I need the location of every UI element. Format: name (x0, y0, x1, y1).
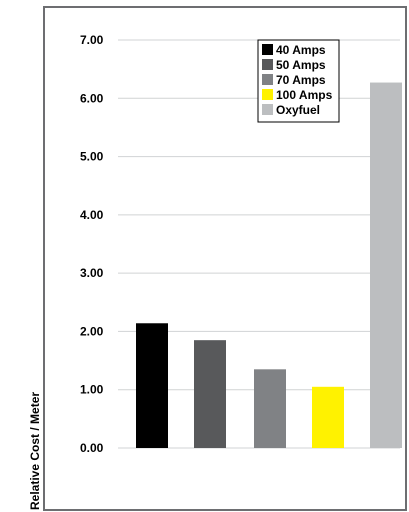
chart-frame (43, 6, 407, 511)
y-tick-labels: 0.00 1.00 2.00 3.00 4.00 5.00 6.00 7.00 (80, 33, 104, 455)
legend-label: 100 Amps (276, 88, 333, 102)
legend-label: Oxyfuel (276, 103, 320, 117)
legend-label: 40 Amps (276, 43, 326, 57)
y-tick-label: 1.00 (80, 383, 104, 397)
legend-swatch (262, 59, 273, 70)
bar-40-amps (136, 323, 168, 448)
legend-label: 50 Amps (276, 58, 326, 72)
bar-oxyfuel (370, 82, 402, 448)
y-tick-label: 7.00 (80, 33, 104, 47)
bar-100-amps (312, 386, 344, 448)
legend-swatch (262, 104, 273, 115)
y-tick-label: 6.00 (80, 91, 104, 105)
legend-swatch (262, 74, 273, 85)
y-tick-label: 4.00 (80, 208, 104, 222)
bar-70-amps (254, 369, 286, 448)
legend-label: 70 Amps (276, 73, 326, 87)
y-tick-label: 3.00 (80, 266, 104, 280)
bar-50-amps (194, 340, 226, 448)
y-tick-label: 2.00 (80, 324, 104, 338)
bars (136, 82, 402, 448)
legend-swatch (262, 44, 273, 55)
y-tick-label: 0.00 (80, 441, 104, 455)
y-tick-label: 5.00 (80, 150, 104, 164)
legend-swatch (262, 89, 273, 100)
y-axis-title: Relative Cost / Meter (28, 392, 42, 510)
